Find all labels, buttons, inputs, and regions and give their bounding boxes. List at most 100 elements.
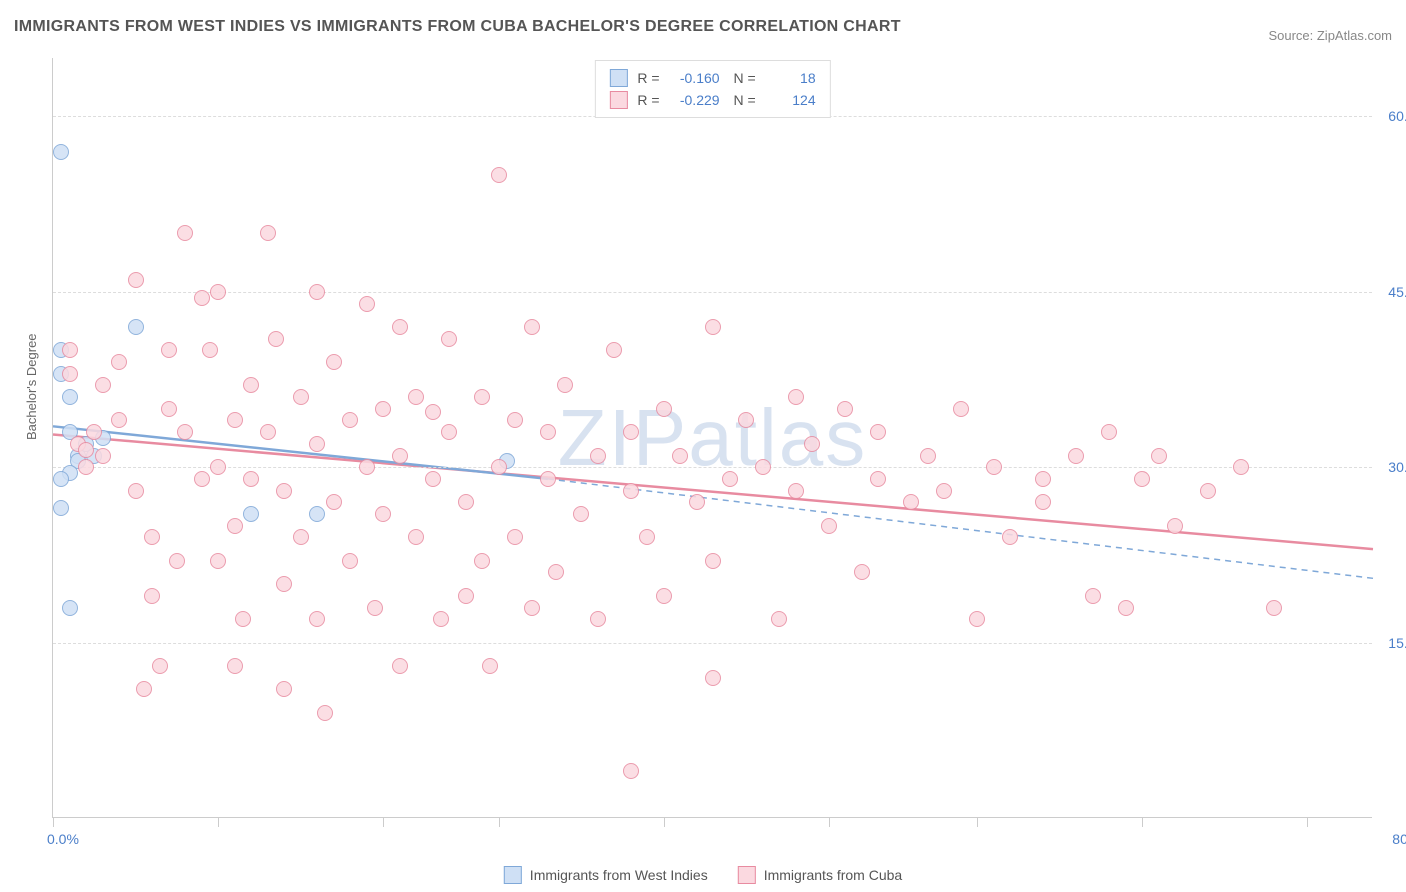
point-cuba xyxy=(854,564,870,580)
point-cuba xyxy=(227,658,243,674)
point-cuba xyxy=(623,483,639,499)
legend-swatch-west-indies xyxy=(609,69,627,87)
point-west-indies xyxy=(53,500,69,516)
point-cuba xyxy=(375,506,391,522)
point-cuba xyxy=(293,389,309,405)
x-tick xyxy=(1142,817,1143,827)
point-cuba xyxy=(755,459,771,475)
gridline xyxy=(53,643,1372,644)
trend-lines-layer xyxy=(53,58,1372,817)
point-cuba xyxy=(375,401,391,417)
point-cuba xyxy=(210,553,226,569)
legend-item-cuba: Immigrants from Cuba xyxy=(738,866,902,884)
point-cuba xyxy=(491,459,507,475)
legend-swatch-cuba xyxy=(738,866,756,884)
point-cuba xyxy=(392,448,408,464)
point-cuba xyxy=(986,459,1002,475)
point-cuba xyxy=(86,424,102,440)
point-cuba xyxy=(705,553,721,569)
point-cuba xyxy=(936,483,952,499)
point-cuba xyxy=(392,319,408,335)
point-cuba xyxy=(1085,588,1101,604)
point-cuba xyxy=(128,272,144,288)
point-cuba xyxy=(540,471,556,487)
source-attribution: Source: ZipAtlas.com xyxy=(1268,28,1392,43)
point-cuba xyxy=(1035,471,1051,487)
legend-n-value: 18 xyxy=(766,70,816,86)
point-west-indies xyxy=(62,389,78,405)
point-cuba xyxy=(1134,471,1150,487)
point-cuba xyxy=(705,670,721,686)
x-axis-max: 80.0% xyxy=(1392,831,1406,847)
point-cuba xyxy=(656,401,672,417)
point-cuba xyxy=(293,529,309,545)
point-cuba xyxy=(1035,494,1051,510)
point-cuba xyxy=(408,529,424,545)
point-cuba xyxy=(590,448,606,464)
point-cuba xyxy=(177,225,193,241)
x-axis-min: 0.0% xyxy=(47,831,79,847)
legend-n-label: N = xyxy=(730,70,756,86)
point-cuba xyxy=(540,424,556,440)
point-cuba xyxy=(276,483,292,499)
point-cuba xyxy=(623,763,639,779)
point-cuba xyxy=(128,483,144,499)
point-cuba xyxy=(62,366,78,382)
legend-r-label: R = xyxy=(637,92,659,108)
point-cuba xyxy=(524,319,540,335)
trend-line xyxy=(548,479,1373,578)
point-cuba xyxy=(392,658,408,674)
point-cuba xyxy=(268,331,284,347)
point-cuba xyxy=(433,611,449,627)
point-cuba xyxy=(408,389,424,405)
point-cuba xyxy=(276,576,292,592)
point-cuba xyxy=(260,225,276,241)
point-west-indies xyxy=(62,600,78,616)
x-tick xyxy=(383,817,384,827)
point-cuba xyxy=(870,471,886,487)
x-tick xyxy=(218,817,219,827)
point-cuba xyxy=(202,342,218,358)
point-cuba xyxy=(458,494,474,510)
point-west-indies xyxy=(243,506,259,522)
point-cuba xyxy=(1233,459,1249,475)
point-cuba xyxy=(342,553,358,569)
y-tick-label: 30.0% xyxy=(1378,459,1406,475)
legend-n-value: 124 xyxy=(766,92,816,108)
legend-r-value: -0.160 xyxy=(670,70,720,86)
point-cuba xyxy=(1101,424,1117,440)
point-cuba xyxy=(136,681,152,697)
point-cuba xyxy=(144,529,160,545)
point-cuba xyxy=(227,518,243,534)
point-cuba xyxy=(425,404,441,420)
point-cuba xyxy=(1200,483,1216,499)
y-axis-label: Bachelor's Degree xyxy=(24,333,39,440)
point-cuba xyxy=(573,506,589,522)
point-cuba xyxy=(62,342,78,358)
point-cuba xyxy=(821,518,837,534)
point-cuba xyxy=(235,611,251,627)
legend-n-label: N = xyxy=(730,92,756,108)
point-cuba xyxy=(548,564,564,580)
y-tick-label: 15.0% xyxy=(1378,635,1406,651)
point-cuba xyxy=(194,471,210,487)
point-cuba xyxy=(722,471,738,487)
point-cuba xyxy=(326,354,342,370)
point-west-indies xyxy=(53,144,69,160)
point-cuba xyxy=(1167,518,1183,534)
point-cuba xyxy=(78,459,94,475)
legend-row: R = -0.229 N = 124 xyxy=(609,89,815,111)
x-tick xyxy=(664,817,665,827)
point-west-indies xyxy=(309,506,325,522)
point-cuba xyxy=(524,600,540,616)
point-cuba xyxy=(111,354,127,370)
point-cuba xyxy=(689,494,705,510)
plot-area: ZIPatlas R = -0.160 N = 18 R = -0.229 N … xyxy=(52,58,1372,818)
point-cuba xyxy=(474,389,490,405)
point-cuba xyxy=(95,448,111,464)
legend-swatch-west-indies xyxy=(504,866,522,884)
x-tick xyxy=(499,817,500,827)
point-cuba xyxy=(1068,448,1084,464)
point-cuba xyxy=(1266,600,1282,616)
point-cuba xyxy=(276,681,292,697)
